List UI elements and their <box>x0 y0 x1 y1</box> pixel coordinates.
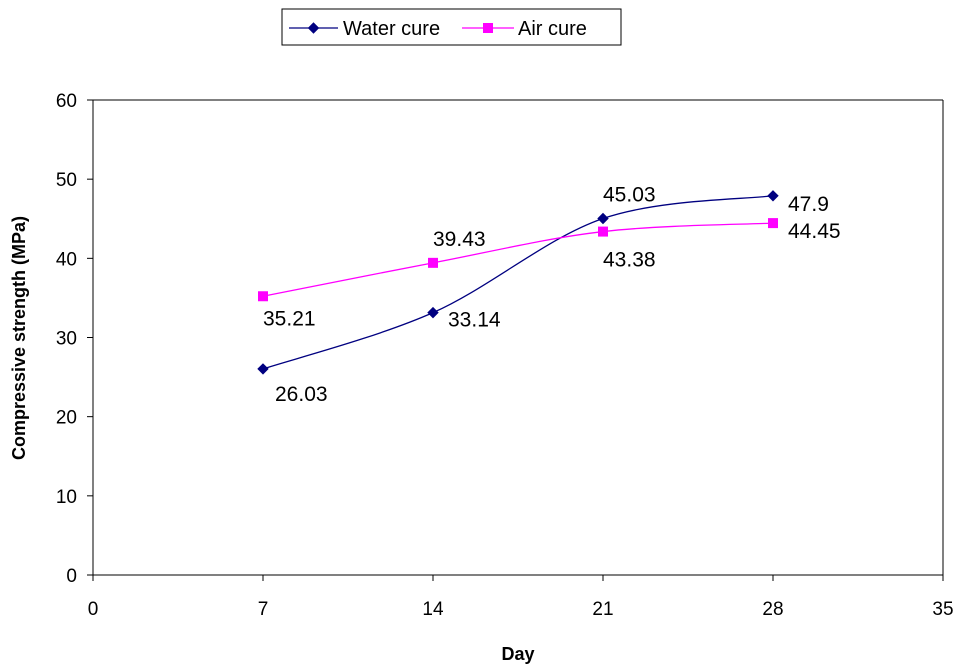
data-point <box>427 306 439 319</box>
data-label: 43.38 <box>603 249 656 272</box>
y-tick-label: 20 <box>56 408 77 429</box>
y-tick-label: 10 <box>56 487 77 508</box>
y-tick-label: 0 <box>66 566 77 587</box>
data-label: 45.03 <box>603 184 656 207</box>
legend-marker <box>307 22 320 34</box>
series-line <box>262 222 774 297</box>
series-air-cure <box>258 218 778 302</box>
legend-item: Water cure <box>289 18 440 40</box>
data-point <box>767 190 779 202</box>
x-tick-label: 21 <box>592 599 613 620</box>
y-tick-label: 50 <box>56 170 77 191</box>
series-water-cure <box>257 190 779 375</box>
data-label: 39.43 <box>433 228 486 251</box>
data-point <box>598 226 608 237</box>
data-label: 47.9 <box>788 193 829 216</box>
data-label: 35.21 <box>263 307 316 330</box>
data-labels: 26.03 33.14 45.03 47.9 35.21 39.43 43.38 44.45 <box>263 184 841 406</box>
x-axis-title: Day <box>501 644 534 664</box>
x-tick-label: 0 <box>88 599 99 620</box>
series-layer <box>257 190 779 375</box>
legend-label: Air cure <box>518 18 587 40</box>
x-tick-label: 7 <box>258 599 269 620</box>
legend-item: Air cure <box>462 18 587 40</box>
data-point <box>258 291 268 302</box>
data-point <box>257 363 269 375</box>
y-tick-label: 30 <box>56 329 77 350</box>
axes <box>92 99 944 576</box>
data-point <box>768 218 778 229</box>
legend-box <box>281 8 622 46</box>
y-tick-label: 60 <box>56 91 77 112</box>
x-tick-label: 14 <box>422 599 444 620</box>
legend-label: Water cure <box>343 18 440 40</box>
legend-marker <box>483 23 493 33</box>
x-tick-label: 35 <box>932 599 953 620</box>
data-label: 33.14 <box>448 309 501 332</box>
legend: Water cure Air cure <box>281 8 622 46</box>
x-tick-label: 28 <box>762 599 783 620</box>
data-label: 44.45 <box>788 220 841 243</box>
data-point <box>597 212 609 225</box>
data-point <box>428 257 438 268</box>
series-line <box>262 195 774 370</box>
data-label: 26.03 <box>275 383 328 406</box>
ticks: 0 10 20 30 40 50 60 0 7 14 21 28 35 <box>56 91 954 620</box>
y-tick-label: 40 <box>56 249 77 270</box>
y-axis-title: Compressive strength (MPa) <box>9 216 29 460</box>
